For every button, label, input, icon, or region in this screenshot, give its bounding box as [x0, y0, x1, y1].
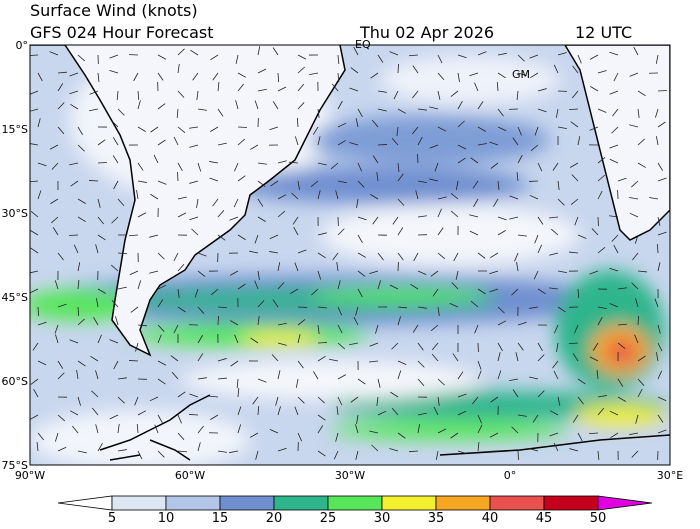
- colorbar-tick-label: 50: [590, 511, 607, 525]
- wind-barb: [398, 64, 399, 73]
- colorbar-tick-label: 5: [108, 511, 116, 525]
- subtitle: GFS 024 Hour Forecast: [30, 23, 214, 42]
- colorbar-segment: [436, 496, 490, 510]
- colorbar-segment: [220, 496, 274, 510]
- lon-label: 0°: [504, 469, 517, 482]
- colorbar-segment: [598, 496, 652, 510]
- lat-label: 0°: [16, 39, 29, 52]
- colorbar-segment: [490, 496, 544, 510]
- wind-barb: [657, 244, 658, 253]
- lon-label: 30°W: [335, 469, 365, 482]
- wind-barb: [89, 180, 98, 181]
- time: 12 UTC: [575, 23, 632, 42]
- colorbar-tick-label: 15: [212, 511, 229, 525]
- wind-barb: [658, 90, 667, 91]
- lat-label: 15°S: [2, 123, 28, 136]
- wind-barb: [189, 414, 198, 415]
- lon-label: 90°W: [15, 469, 45, 482]
- lon-label: 30°E: [657, 469, 683, 482]
- colorbar-segment: [274, 496, 328, 510]
- colorbar-tick-label: 25: [320, 511, 337, 525]
- colorbar-segment: [328, 496, 382, 510]
- colorbar-tick-label: 30: [374, 511, 391, 525]
- lat-label: 30°S: [2, 207, 28, 220]
- marker-label: EQ: [355, 38, 371, 51]
- colorbar-segment: [58, 496, 112, 510]
- lat-label: 45°S: [2, 291, 28, 304]
- wind-barb: [98, 162, 107, 163]
- marker-label: GM: [512, 68, 530, 81]
- colorbar-segment: [166, 496, 220, 510]
- colorbar-segment: [544, 496, 598, 510]
- map: [20, 40, 670, 470]
- colorbar-tick-label: 45: [536, 511, 553, 525]
- lat-label: 60°S: [2, 375, 28, 388]
- wind-barb: [378, 144, 387, 145]
- date: Thu 02 Apr 2026: [359, 23, 494, 42]
- colorbar-segment: [112, 496, 166, 510]
- colorbar-segment: [382, 496, 436, 510]
- wind-barb: [417, 154, 418, 163]
- wind-barb: [518, 451, 519, 460]
- wind-barb: [38, 307, 39, 316]
- title: Surface Wind (knots): [30, 1, 198, 20]
- colorbar-tick-label: 40: [482, 511, 499, 525]
- colorbar: 5 10 15 20 25 30 35 40 45 50: [58, 496, 652, 525]
- wind-barb: [78, 307, 79, 316]
- colorbar-tick-label: 10: [158, 511, 175, 525]
- colorbar-tick-label: 35: [428, 511, 445, 525]
- colorbar-tick-label: 20: [266, 511, 283, 525]
- lon-label: 60°W: [175, 469, 205, 482]
